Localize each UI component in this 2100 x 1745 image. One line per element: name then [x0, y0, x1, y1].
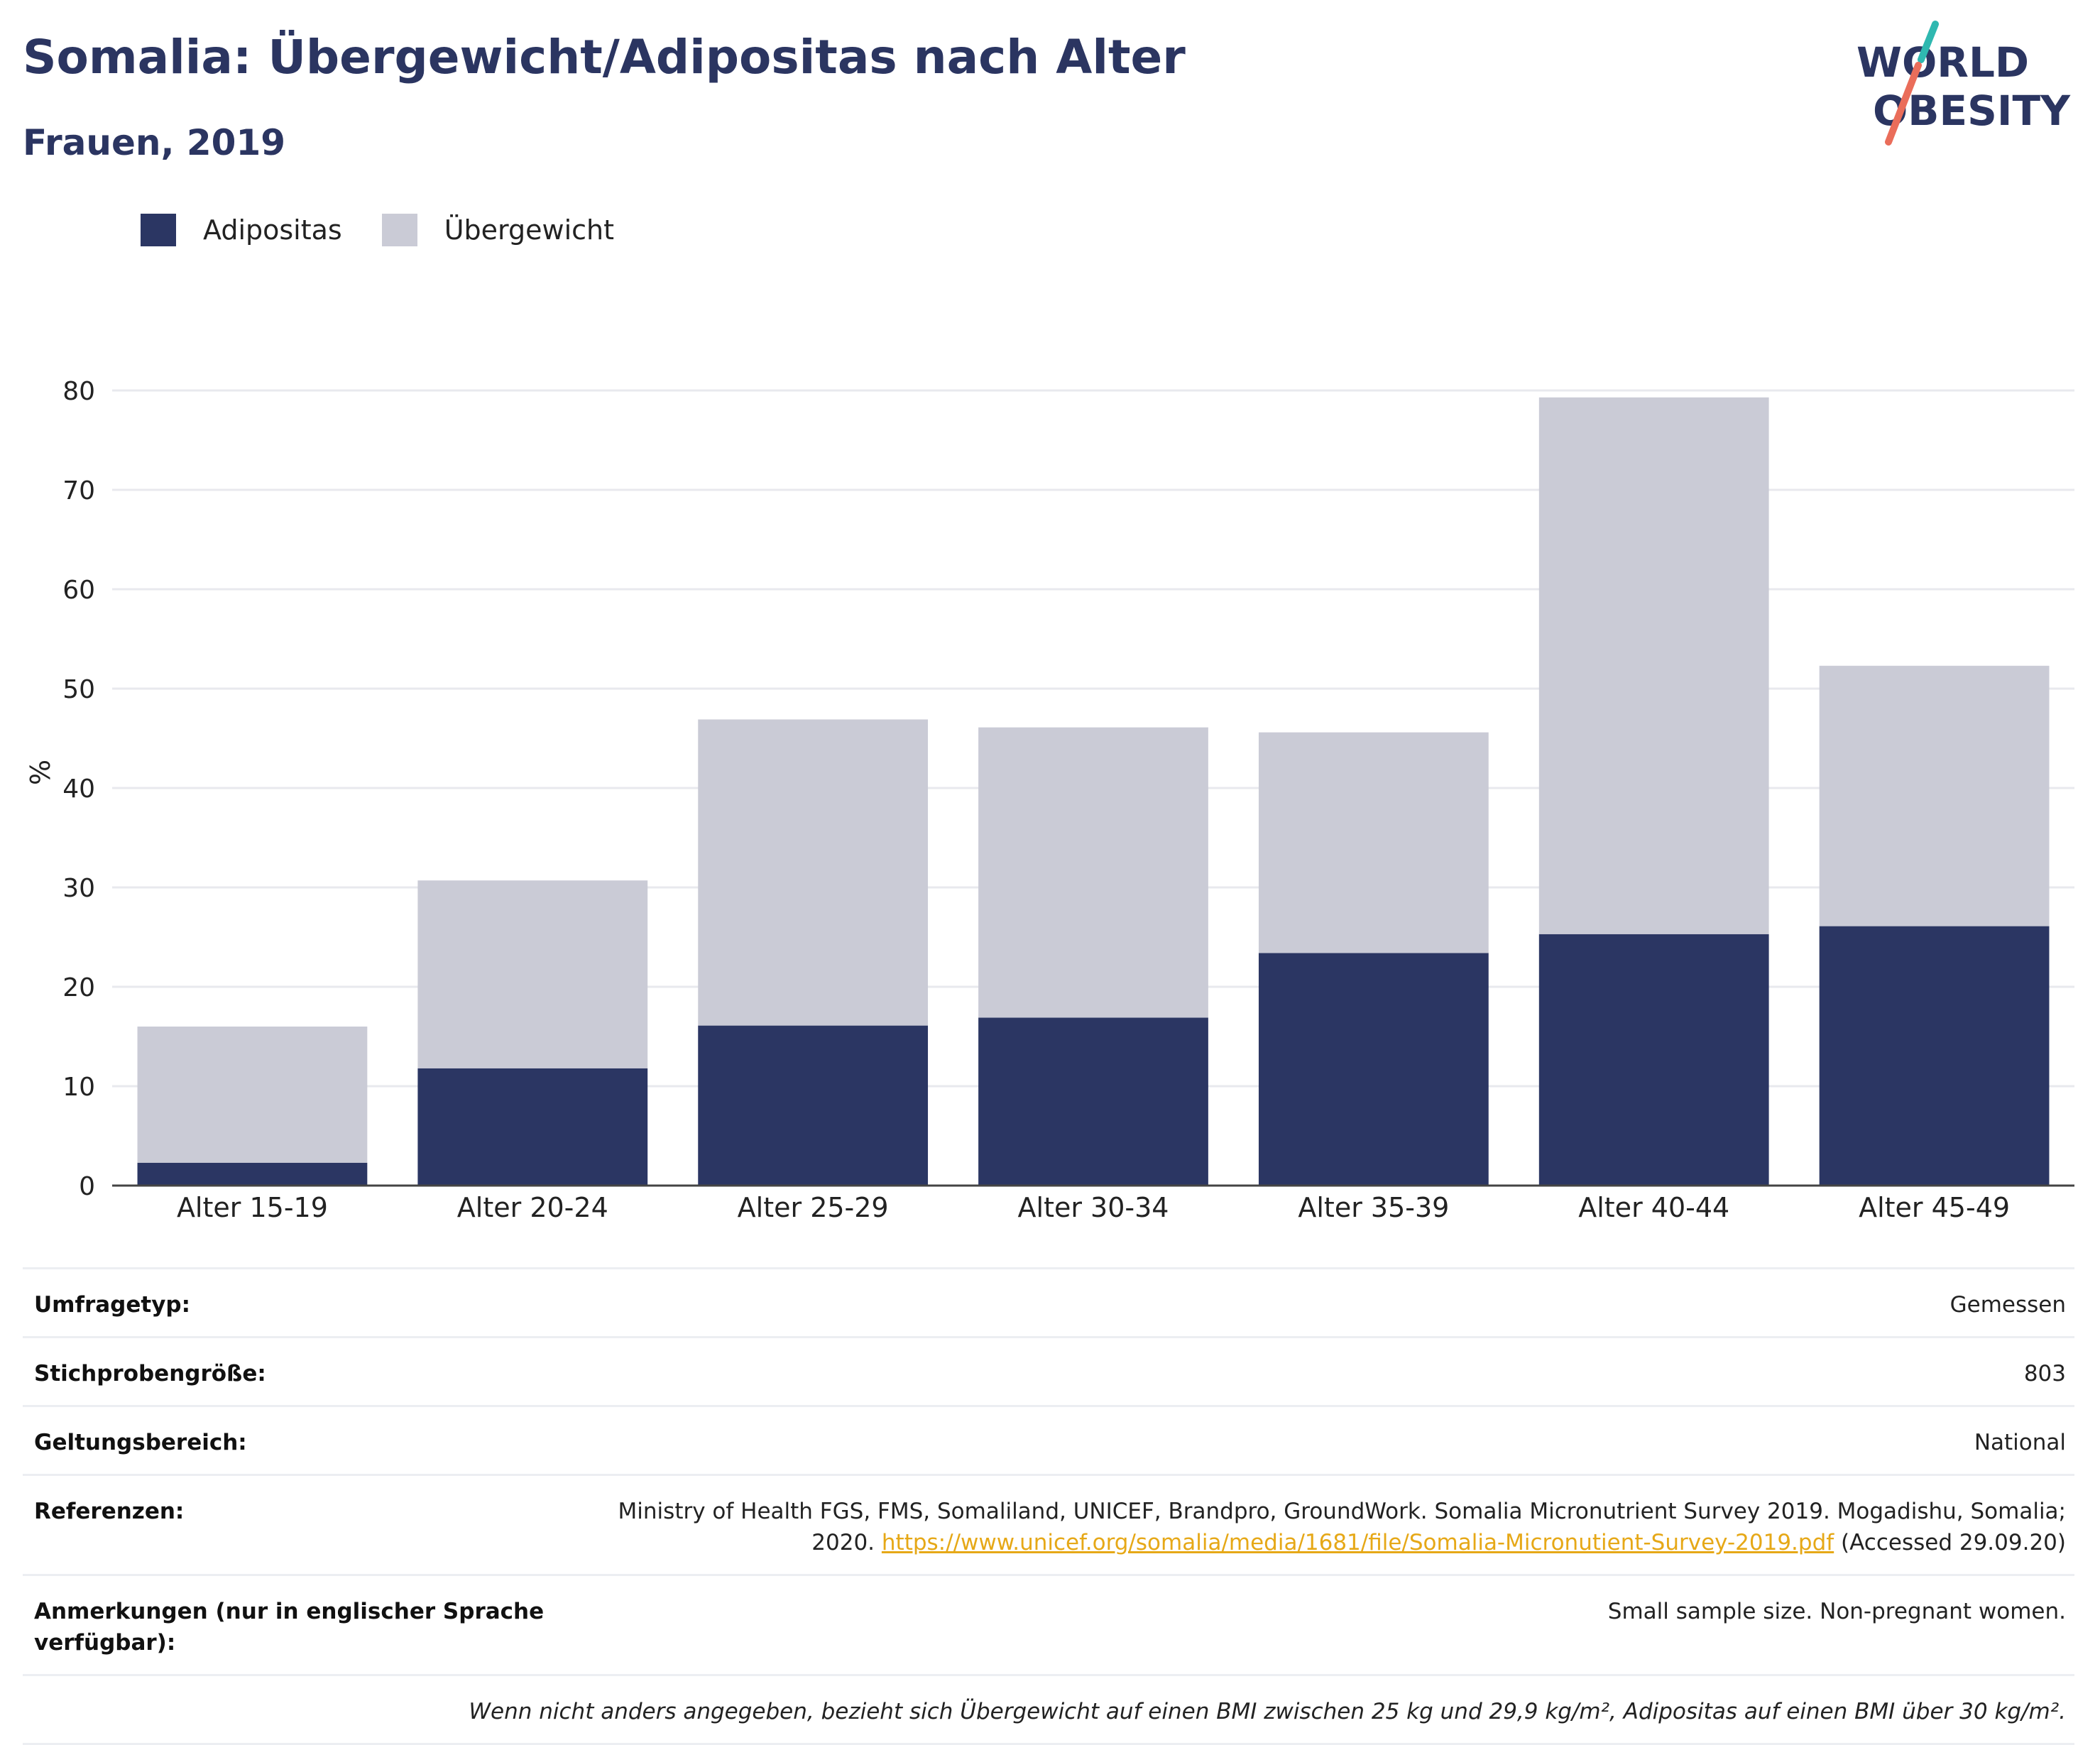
info-value-coverage: National: [1974, 1430, 2066, 1455]
x-tick-label: Alter 25-29: [738, 1192, 889, 1223]
bar-overweight[interactable]: [1258, 732, 1489, 953]
bar-obesity[interactable]: [698, 1025, 929, 1186]
world-obesity-logo: WORLD OBESITY: [1856, 21, 2071, 146]
y-axis-label: %: [25, 760, 56, 785]
info-value-notes: Small sample size. Non-pregnant women.: [1607, 1599, 2066, 1624]
bar-chart: 0 10 20 30 40 50 60 70 80 Alter 15-19 Alter 20-24 A…: [25, 377, 2074, 1223]
info-row-sample-size: Stichprobengröße: 803: [23, 1336, 2074, 1405]
y-tick-label: 70: [62, 476, 95, 505]
y-tick-label: 60: [62, 576, 95, 605]
logo-word-world: WORLD: [1856, 38, 2029, 87]
x-tick-label: Alter 35-39: [1298, 1192, 1449, 1223]
logo-slash-teal: [1918, 21, 1939, 63]
legend-item-overweight[interactable]: Übergewicht: [381, 214, 614, 246]
reference-accessed: (Accessed 29.09.20): [1841, 1530, 2066, 1555]
bar-overweight[interactable]: [1538, 397, 1769, 934]
info-row-survey-type: Umfragetyp: Gemessen: [23, 1267, 2074, 1336]
reference-year: 2020.: [811, 1530, 875, 1555]
info-label-sample-size: Stichprobengröße:: [34, 1361, 266, 1386]
legend-swatch-overweight: [381, 214, 417, 246]
bars: [137, 397, 2050, 1186]
y-tick-label: 50: [62, 675, 95, 704]
bar-obesity[interactable]: [1538, 934, 1769, 1186]
logo-slash-coral: [1885, 62, 1922, 146]
bmi-footnote: Wenn nicht anders angegeben, bezieht sic…: [23, 1674, 2074, 1745]
reference-link[interactable]: https://www.unicef.org/somalia/media/168…: [881, 1530, 1834, 1555]
info-value-references: Ministry of Health FGS, FMS, Somaliland,…: [618, 1496, 2066, 1558]
axes: 0 10 20 30 40 50 60 70 80 Alter 15-19 Alter 20-24 A…: [62, 377, 2074, 1223]
info-table: Umfragetyp: Gemessen Stichprobengröße: 8…: [23, 1267, 2074, 1745]
x-tick-label: Alter 15-19: [177, 1192, 328, 1223]
bar-obesity[interactable]: [137, 1162, 368, 1186]
y-tick-label: 80: [62, 377, 95, 406]
info-label-references: Referenzen:: [34, 1499, 185, 1524]
info-row-references: Referenzen: Ministry of Health FGS, FMS,…: [23, 1474, 2074, 1574]
x-tick-label: Alter 20-24: [457, 1192, 608, 1223]
reference-text: Ministry of Health FGS, FMS, Somaliland,…: [618, 1499, 2066, 1524]
info-row-coverage: Geltungsbereich: National: [23, 1405, 2074, 1474]
y-tick-label: 20: [62, 973, 95, 1002]
bar-obesity[interactable]: [1819, 926, 2050, 1186]
info-value-sample-size: 803: [2023, 1361, 2066, 1386]
info-label-notes: Anmerkungen (nur in englischer Sprache v…: [34, 1599, 545, 1656]
bar-obesity[interactable]: [417, 1068, 648, 1186]
x-tick-label: Alter 45-49: [1859, 1192, 2010, 1223]
x-tick-label: Alter 30-34: [1018, 1192, 1169, 1223]
chart-title: Somalia: Übergewicht/Adipositas nach Alt…: [23, 30, 1186, 84]
info-value-survey-type: Gemessen: [1949, 1292, 2066, 1318]
y-tick-label: 10: [62, 1073, 95, 1102]
bar-overweight[interactable]: [1819, 665, 2050, 926]
info-row-notes: Anmerkungen (nur in englischer Sprache v…: [23, 1574, 2074, 1674]
chart-legend: Adipositas Übergewicht: [141, 209, 654, 251]
chart-subtitle: Frauen, 2019: [23, 122, 286, 163]
y-tick-label: 30: [62, 874, 95, 903]
y-tick-label: 40: [62, 775, 95, 804]
bar-overweight[interactable]: [137, 1027, 368, 1163]
legend-label-obesity: Adipositas: [203, 214, 342, 246]
info-label-survey-type: Umfragetyp:: [34, 1292, 190, 1318]
legend-swatch-obesity: [141, 214, 176, 246]
bar-overweight[interactable]: [978, 727, 1208, 1018]
x-tick-label: Alter 40-44: [1578, 1192, 1729, 1223]
y-tick-label: 0: [79, 1172, 95, 1201]
legend-label-overweight: Übergewicht: [444, 214, 614, 246]
info-label-coverage: Geltungsbereich:: [34, 1430, 247, 1455]
bar-overweight[interactable]: [698, 719, 929, 1026]
bar-obesity[interactable]: [1258, 953, 1489, 1186]
bar-overweight[interactable]: [417, 880, 648, 1068]
bar-obesity[interactable]: [978, 1017, 1208, 1186]
legend-item-obesity[interactable]: Adipositas: [141, 214, 342, 246]
